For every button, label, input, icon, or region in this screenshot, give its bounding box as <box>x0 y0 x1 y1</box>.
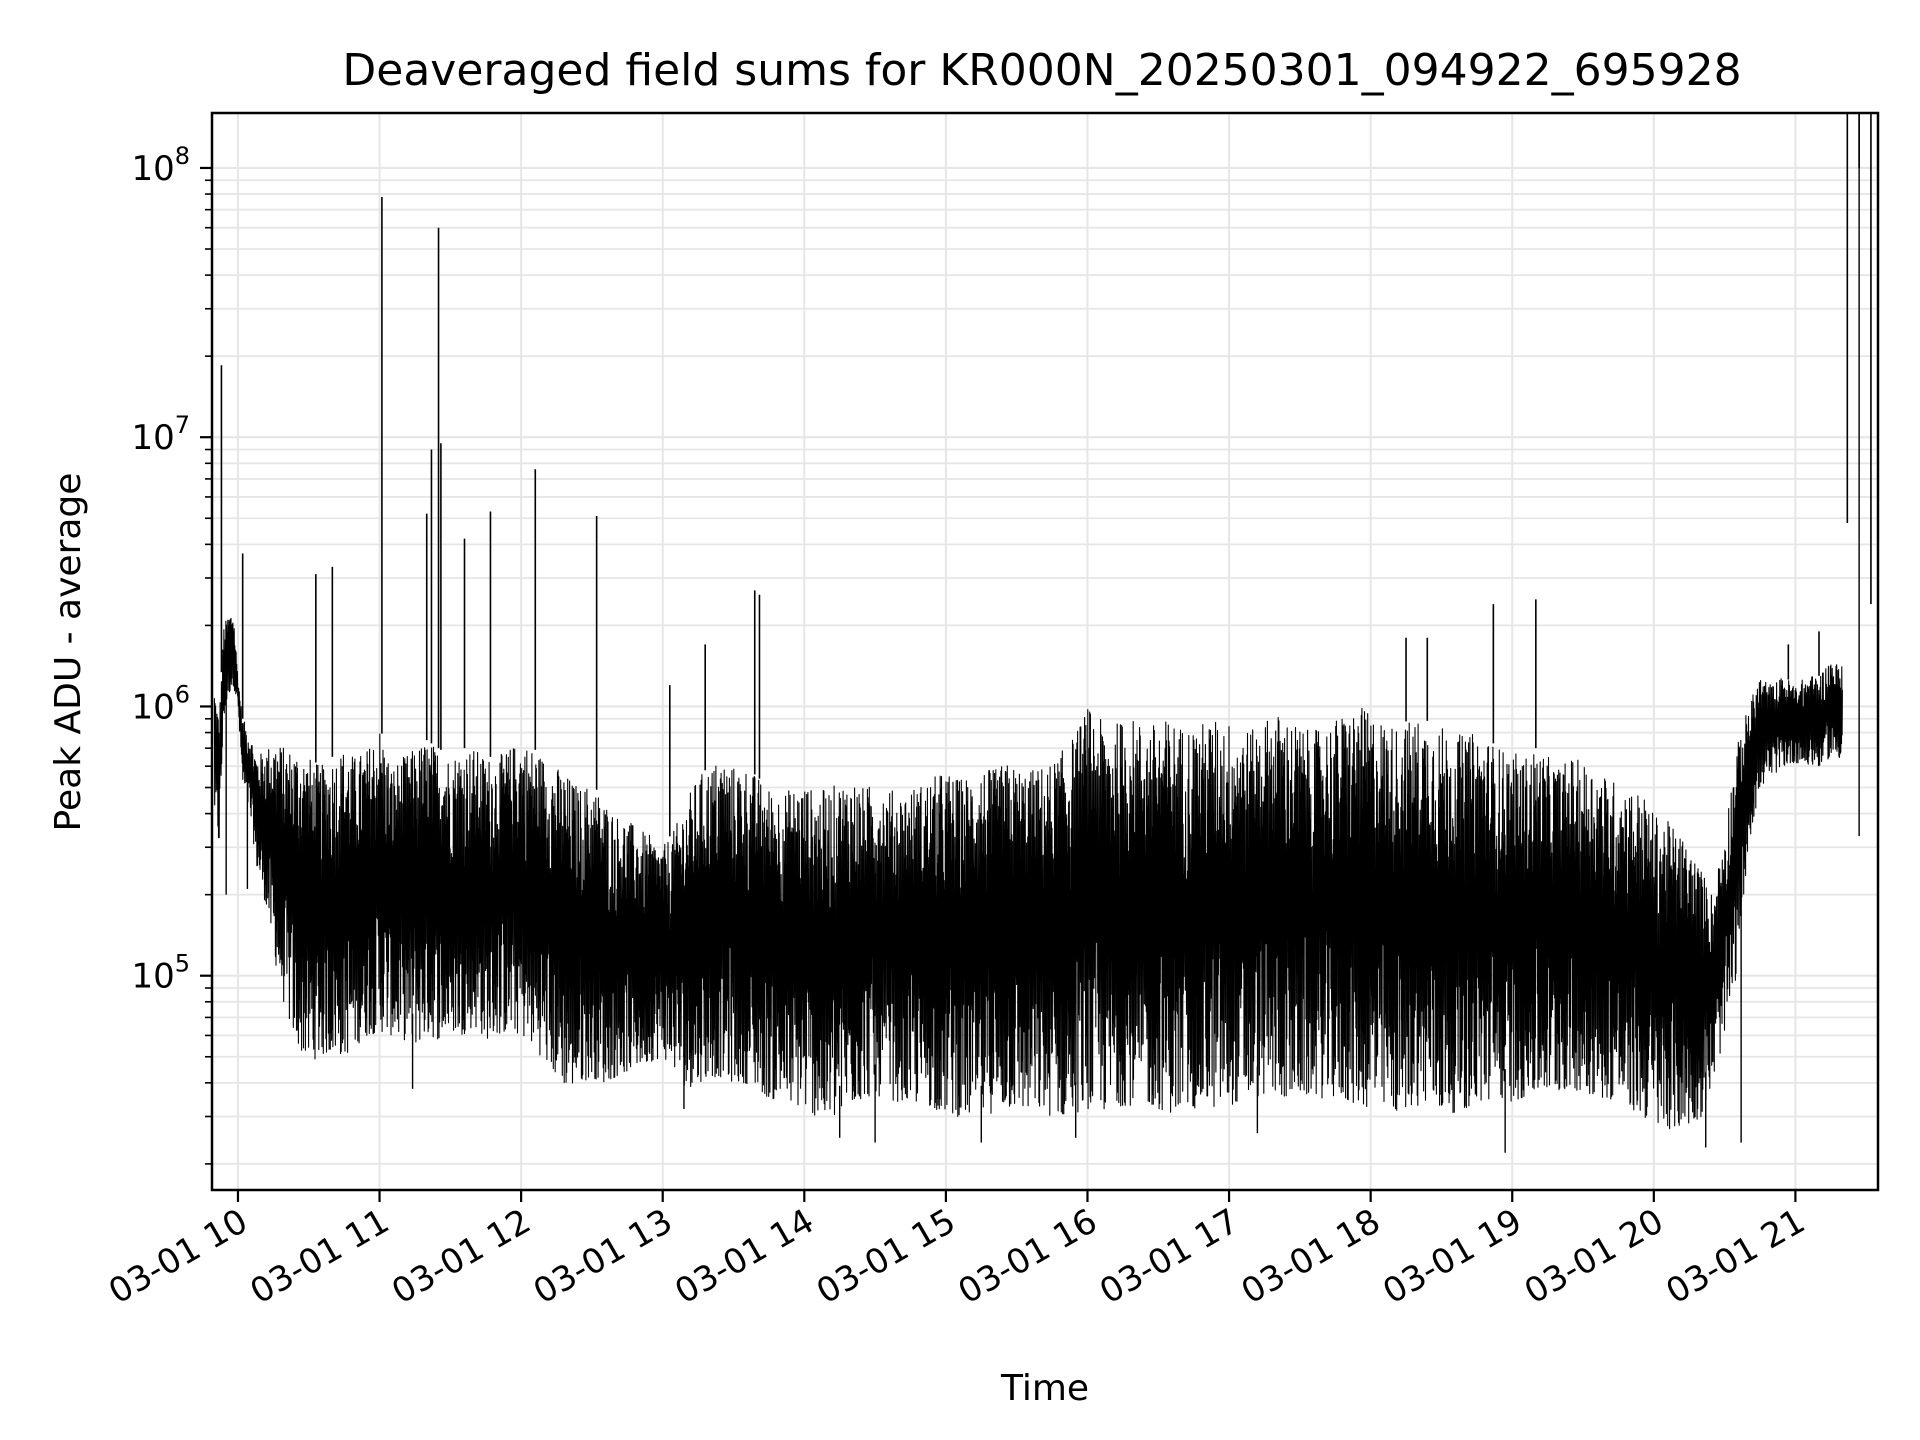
x-tick-label: 03-01 10 <box>102 1201 254 1312</box>
y-tick-base: 10 <box>131 418 174 458</box>
y-axis-label: Peak ADU - average <box>48 473 89 832</box>
x-axis-label: Time <box>1000 1368 1089 1409</box>
plot-area <box>213 113 1872 1153</box>
y-tick-exponent: 8 <box>175 142 190 170</box>
y-tick-label: 106 <box>131 680 190 727</box>
x-tick-label: 03-01 12 <box>385 1201 537 1312</box>
x-tick-label: 03-01 17 <box>1093 1201 1245 1312</box>
series-trace <box>213 617 1843 1130</box>
axes-frame <box>210 111 1880 1192</box>
y-tick-label: 107 <box>131 411 190 458</box>
y-tick-base: 10 <box>131 149 174 189</box>
x-tick-label: 03-01 13 <box>527 1201 679 1312</box>
x-tick-label: 03-01 18 <box>1235 1201 1387 1312</box>
x-tick-label: 03-01 20 <box>1518 1201 1670 1312</box>
series-line <box>213 113 1872 1153</box>
y-tick-base: 10 <box>131 687 174 727</box>
x-tick-label: 03-01 15 <box>810 1201 962 1312</box>
chart-title: Deaveraged field sums for KR000N_2025030… <box>342 45 1741 96</box>
y-tick-base: 10 <box>131 957 174 997</box>
y-tick-exponent: 7 <box>175 411 190 439</box>
x-tick-label: 03-01 11 <box>244 1201 396 1312</box>
y-tick-label: 105 <box>131 950 190 997</box>
y-tick-label: 108 <box>131 142 190 189</box>
x-tick-label: 03-01 21 <box>1660 1201 1812 1312</box>
y-tick-exponent: 5 <box>175 950 190 978</box>
y-tick-exponent: 6 <box>175 680 190 708</box>
x-tick-label: 03-01 16 <box>952 1201 1104 1312</box>
x-tick-label: 03-01 14 <box>668 1201 820 1312</box>
x-tick-label: 03-01 19 <box>1376 1201 1528 1312</box>
